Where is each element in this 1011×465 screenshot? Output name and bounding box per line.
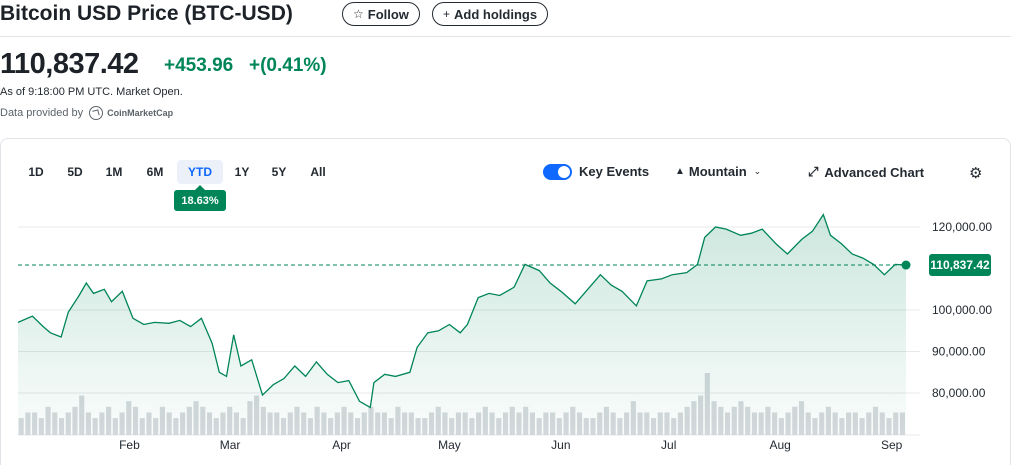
current-price-marker [901, 260, 911, 270]
price-change-percent: +(0.41%) [249, 55, 327, 76]
chevron-down-icon: ⌄ [753, 166, 762, 176]
x-tick-label: Jun [551, 438, 570, 452]
y-tick-label: 90,000.00 [932, 345, 986, 359]
current-price: 110,837.42 [0, 48, 139, 80]
provided-by-label: Data provided by [0, 107, 84, 119]
advanced-chart-label: Advanced Chart [824, 164, 925, 180]
key-events-label[interactable]: Key Events [579, 164, 650, 179]
mountain-icon: ▲ [675, 166, 685, 177]
follow-button[interactable]: ☆ Follow [342, 2, 420, 26]
x-tick-label: Mar [220, 438, 241, 452]
y-tick-label: 120,000.00 [932, 220, 992, 234]
x-tick-label: Jul [661, 438, 676, 452]
as-of-time: As of 9:18:00 PM UTC. Market Open. [0, 86, 183, 98]
price-line [17, 213, 907, 409]
gear-icon[interactable]: ⚙ [969, 165, 983, 182]
add-holdings-label: Add holdings [454, 6, 538, 22]
y-tick-label: 100,000.00 [932, 303, 992, 317]
coinmarketcap-logo-icon [89, 106, 104, 120]
x-tick-label: Apr [332, 438, 351, 452]
x-tick-label: Aug [769, 438, 790, 452]
follow-label: Follow [367, 6, 409, 22]
current-price-tag-label: 110,837.42 [930, 258, 990, 272]
current-price-tag: 110,837.42 [929, 254, 991, 277]
x-tick-label: Feb [119, 438, 140, 452]
page-title: Bitcoin USD Price (BTC-USD) [0, 2, 293, 25]
chart-style-label: Mountain [688, 164, 747, 179]
x-tick-label: May [438, 438, 461, 452]
data-provider: Data provided by CoinMarketCap [0, 106, 173, 120]
star-icon: ☆ [353, 7, 364, 21]
range-1d[interactable]: 1D [28, 165, 44, 179]
range-1m[interactable]: 1M [105, 165, 123, 179]
chart-style-dropdown[interactable]: ▲ Mountain ⌄ [675, 164, 761, 179]
price-area [18, 214, 906, 435]
range-1y[interactable]: 1Y [234, 165, 250, 179]
plus-icon: + [443, 7, 451, 21]
provider-name[interactable]: CoinMarketCap [107, 108, 174, 118]
range-6m[interactable]: 6M [146, 165, 164, 179]
range-5d[interactable]: 5D [67, 165, 83, 179]
range-5y[interactable]: 5Y [271, 165, 287, 179]
key-events-toggle[interactable] [543, 164, 572, 180]
expand-icon: ⤢ [808, 164, 819, 179]
range-ytd[interactable]: YTD [177, 160, 223, 184]
x-tick-label: Sep [881, 438, 903, 452]
range-all[interactable]: All [310, 165, 326, 179]
add-holdings-button[interactable]: + Add holdings [432, 2, 549, 26]
price-change: +453.96 [164, 55, 234, 76]
quote-header: Bitcoin USD Price (BTC-USD) ☆ Follow + A… [0, 0, 1011, 37]
advanced-chart-button[interactable]: ⤢ Advanced Chart [808, 164, 924, 180]
ytd-return-badge: 18.63% [174, 185, 226, 211]
y-tick-label: 80,000.00 [932, 386, 986, 400]
